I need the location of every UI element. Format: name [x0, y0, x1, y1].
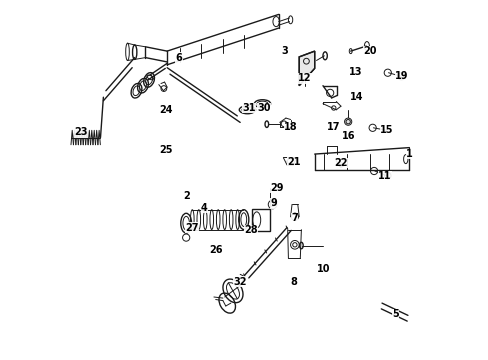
Text: 21: 21: [287, 157, 300, 167]
Text: 25: 25: [159, 145, 172, 156]
Text: 9: 9: [270, 198, 277, 208]
Text: 12: 12: [298, 73, 311, 84]
Text: 32: 32: [233, 276, 246, 287]
Text: 1: 1: [405, 149, 412, 159]
Polygon shape: [299, 51, 314, 86]
Text: 8: 8: [289, 276, 296, 287]
Text: 23: 23: [74, 127, 87, 138]
Text: 27: 27: [185, 222, 199, 233]
Text: 18: 18: [283, 122, 297, 132]
Text: 7: 7: [291, 213, 298, 223]
Text: 3: 3: [281, 46, 287, 56]
Text: 10: 10: [316, 264, 330, 274]
Text: 26: 26: [208, 245, 222, 255]
Text: 13: 13: [348, 67, 362, 77]
Text: 28: 28: [244, 225, 257, 235]
Text: 4: 4: [201, 203, 207, 213]
Text: 16: 16: [342, 131, 355, 141]
Text: 29: 29: [269, 183, 283, 193]
Text: 24: 24: [159, 105, 172, 115]
Text: 31: 31: [242, 103, 255, 113]
Text: 15: 15: [380, 125, 393, 135]
Text: 20: 20: [362, 46, 376, 56]
Text: 14: 14: [349, 92, 363, 102]
Text: 22: 22: [333, 158, 347, 168]
Text: 2: 2: [183, 191, 190, 201]
Text: 6: 6: [175, 53, 182, 63]
Bar: [252, 209, 269, 231]
Circle shape: [344, 118, 351, 125]
Text: 30: 30: [257, 103, 270, 113]
Text: 17: 17: [326, 122, 340, 132]
Text: 5: 5: [391, 309, 398, 319]
Text: 19: 19: [395, 71, 408, 81]
Text: 11: 11: [377, 171, 391, 181]
